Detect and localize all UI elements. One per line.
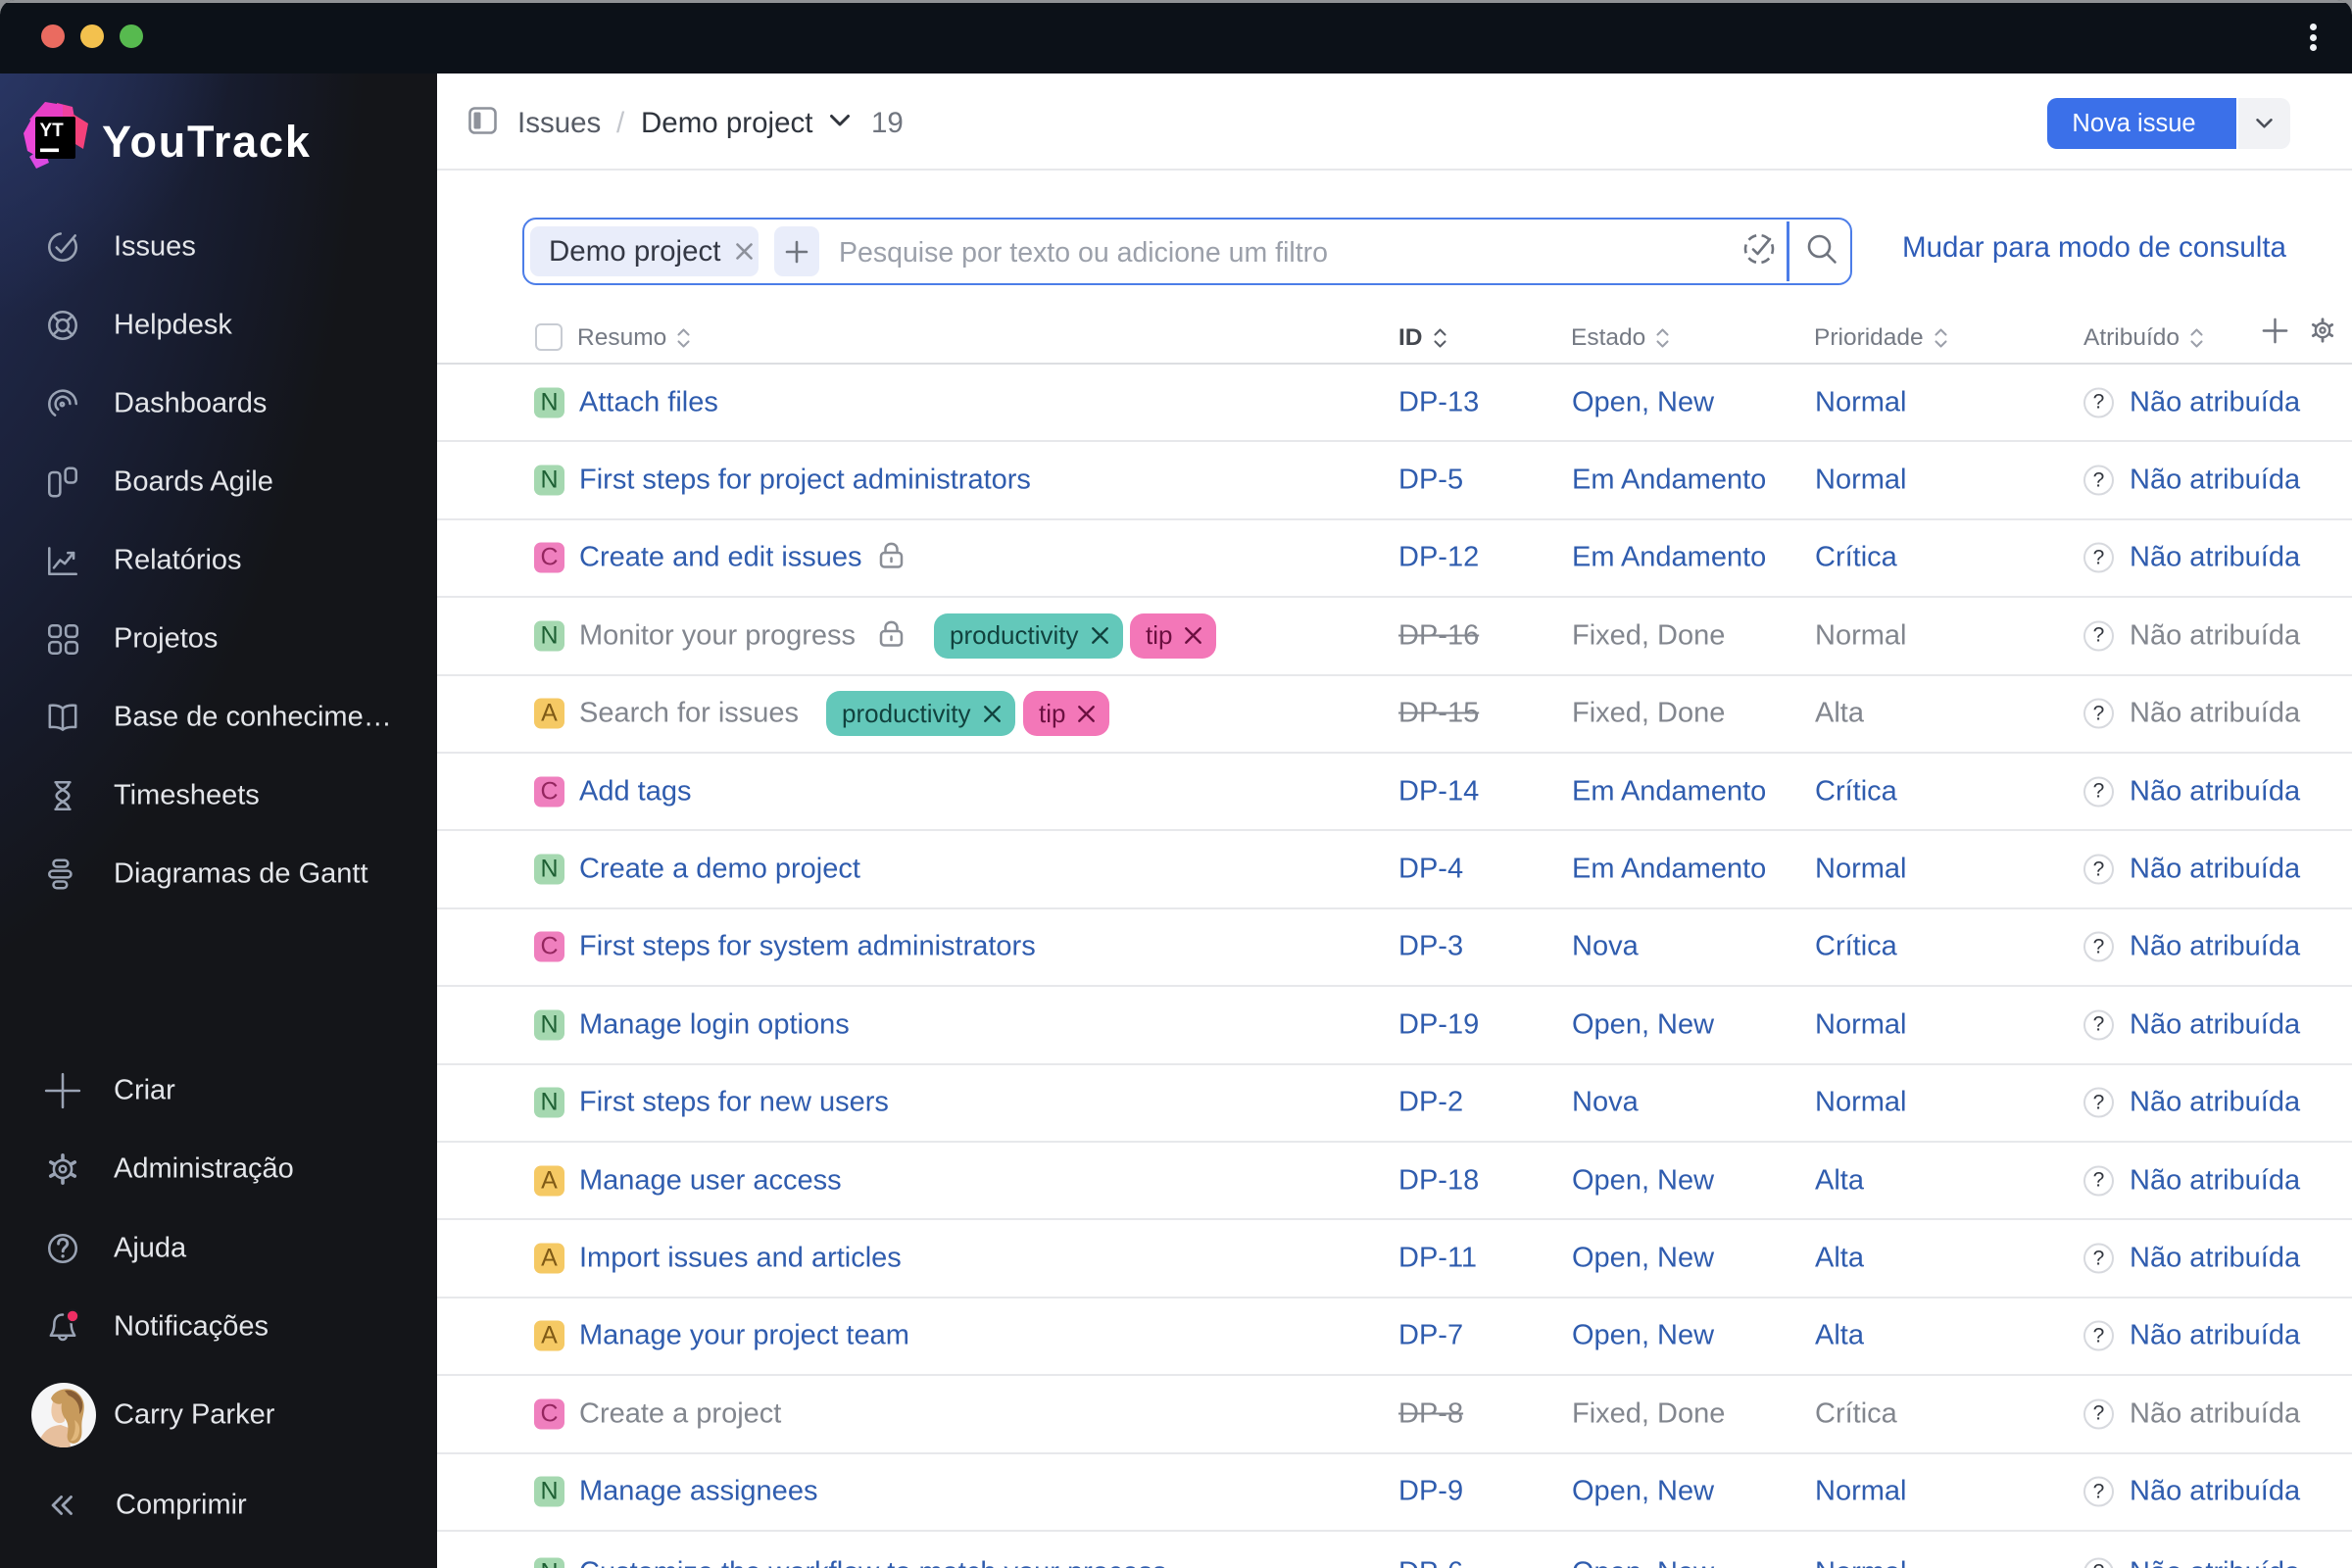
svg-text:YT: YT — [40, 121, 65, 141]
